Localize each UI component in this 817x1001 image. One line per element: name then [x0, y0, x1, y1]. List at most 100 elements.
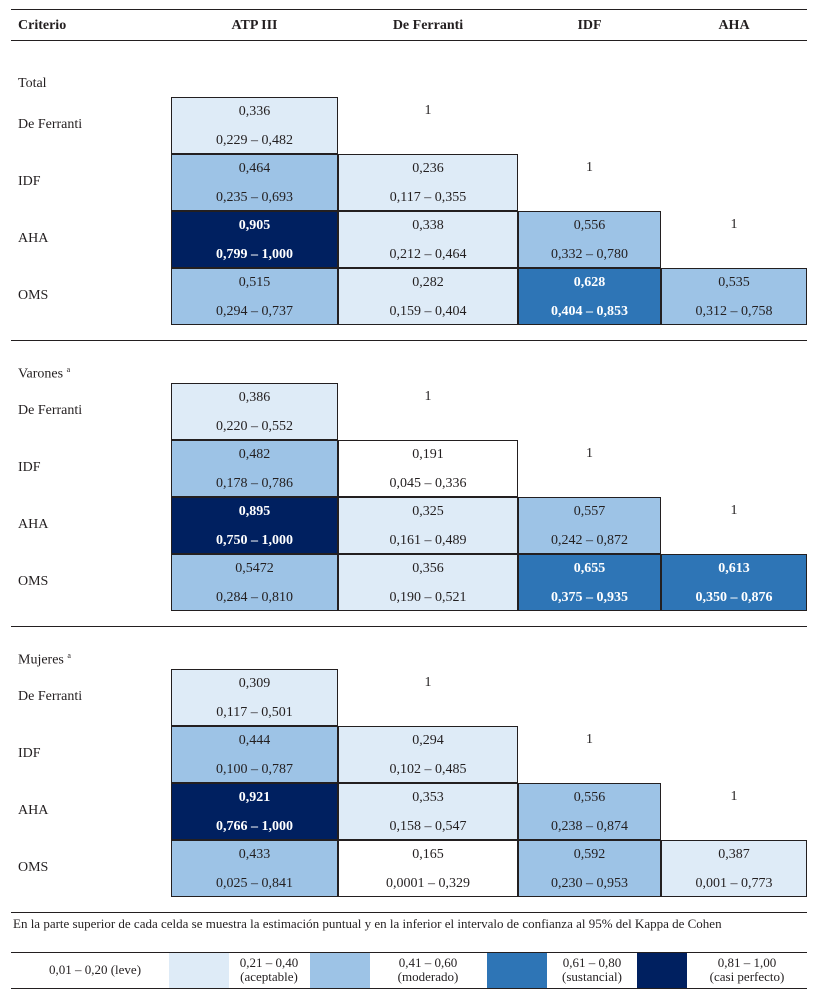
kappa-ci: 0,159 – 0,404: [389, 304, 467, 319]
row-label: IDF: [18, 174, 41, 189]
kappa-ci: 0,220 – 0,552: [216, 419, 293, 434]
diagonal-value: 1: [586, 446, 593, 461]
header-col-atp3: ATP III: [231, 18, 278, 33]
kappa-ci: 0,045 – 0,336: [389, 476, 467, 491]
row-label: AHA: [18, 231, 49, 246]
kappa-ci: 0,102 – 0,485: [389, 762, 467, 777]
header-col-aha: AHA: [718, 18, 750, 33]
footnote-marker: a: [66, 365, 71, 374]
kappa-ci: 0,158 – 0,547: [389, 819, 467, 834]
kappa-estimate: 0,905: [238, 218, 271, 233]
section-rule: [11, 912, 807, 913]
kappa-cell: 0,482 0,178 – 0,786: [171, 440, 338, 497]
diagonal-value: 1: [730, 217, 738, 232]
diagonal-cell: 1: [661, 497, 807, 554]
kappa-ci: 0,190 – 0,521: [389, 590, 467, 605]
kappa-estimate: 0,356: [412, 561, 444, 576]
header-col-deferranti: De Ferranti: [392, 18, 464, 33]
kappa-cell: 0,464 0,235 – 0,693: [171, 154, 338, 211]
kappa-estimate: 0,921: [238, 790, 271, 805]
legend-bottom-rule: [11, 988, 807, 989]
diagonal-value: 1: [586, 732, 593, 747]
kappa-estimate: 0,535: [718, 275, 750, 290]
kappa-cell: 0,387 0,001 – 0,773: [661, 840, 807, 897]
kappa-estimate: 0,628: [573, 275, 606, 290]
kappa-estimate: 0,444: [238, 733, 271, 748]
top-rule: [11, 9, 807, 10]
kappa-cell: 0,557 0,242 – 0,872: [518, 497, 661, 554]
legend-swatch-leve: [11, 953, 12, 988]
kappa-ci: 0,178 – 0,786: [216, 476, 293, 491]
kappa-ci: 0,230 – 0,953: [551, 876, 628, 891]
kappa-ci: 0,235 – 0,693: [216, 190, 293, 205]
kappa-cell: 0,336 0,229 – 0,482: [171, 97, 338, 154]
kappa-ci: 0,100 – 0,787: [216, 762, 293, 777]
kappa-cell: 0,895 0,750 – 1,000: [171, 497, 338, 554]
kappa-estimate: 0,556: [573, 790, 606, 805]
kappa-ci: 0,332 – 0,780: [551, 247, 628, 262]
kappa-estimate: 0,557: [573, 504, 606, 519]
kappa-ci: 0,404 – 0,853: [551, 304, 628, 319]
kappa-estimate: 0,387: [718, 847, 750, 862]
legend-text-aceptable: 0,21 – 0,40 (aceptable): [239, 955, 299, 984]
kappa-cell: 0,628 0,404 – 0,853: [518, 268, 661, 325]
kappa-cell: 0,165 0,0001 – 0,329: [338, 840, 518, 897]
row-label: AHA: [18, 517, 49, 532]
legend-text-casi-perfecto: 0,81 – 1,00 (casi perfecto): [709, 955, 785, 984]
kappa-cell: 0,5472 0,284 – 0,810: [171, 554, 338, 611]
diagonal-value: 1: [586, 160, 593, 175]
legend-swatch-sustancial: [487, 953, 547, 988]
diagonal-value: 1: [730, 789, 738, 804]
section-rule: [11, 626, 807, 627]
row-label: De Ferranti: [18, 117, 83, 132]
kappa-ci: 0,117 – 0,355: [389, 190, 467, 205]
section-rule: [11, 340, 807, 341]
kappa-estimate: 0,386: [238, 390, 271, 405]
kappa-ci: 0,350 – 0,876: [695, 590, 773, 605]
header-criterio: Criterio: [18, 18, 67, 33]
kappa-ci: 0,284 – 0,810: [216, 590, 293, 605]
kappa-cell: 0,309 0,117 – 0,501: [171, 669, 338, 726]
header-col-idf: IDF: [577, 18, 602, 33]
diagonal-cell: 1: [338, 669, 518, 726]
kappa-estimate: 0,165: [412, 847, 444, 862]
row-label: OMS: [18, 574, 49, 589]
row-label: IDF: [18, 460, 41, 475]
kappa-estimate: 0,655: [573, 561, 606, 576]
kappa-ci: 0,161 – 0,489: [389, 533, 467, 548]
kappa-ci: 0,766 – 1,000: [216, 819, 293, 834]
legend-swatch-casi-perfecto: [637, 953, 687, 988]
kappa-cell: 0,592 0,230 – 0,953: [518, 840, 661, 897]
kappa-ci: 0,212 – 0,464: [389, 247, 467, 262]
kappa-cell: 0,905 0,799 – 1,000: [171, 211, 338, 268]
legend-swatch-moderado: [310, 953, 370, 988]
kappa-estimate: 0,556: [573, 218, 606, 233]
kappa-estimate: 0,336: [238, 104, 271, 119]
kappa-ci: 0,229 – 0,482: [216, 133, 293, 148]
diagonal-value: 1: [730, 503, 738, 518]
kappa-ci: 0,001 – 0,773: [695, 876, 773, 891]
kappa-cell: 0,236 0,117 – 0,355: [338, 154, 518, 211]
kappa-cell: 0,921 0,766 – 1,000: [171, 783, 338, 840]
kappa-estimate: 0,282: [412, 275, 444, 290]
kappa-cell: 0,444 0,100 – 0,787: [171, 726, 338, 783]
diagonal-cell: 1: [661, 211, 807, 268]
kappa-cell: 0,294 0,102 – 0,485: [338, 726, 518, 783]
kappa-ci: 0,242 – 0,872: [551, 533, 628, 548]
kappa-ci: 0,312 – 0,758: [695, 304, 773, 319]
kappa-estimate: 0,515: [238, 275, 271, 290]
kappa-estimate: 0,482: [238, 447, 271, 462]
kappa-estimate: 0,338: [412, 218, 444, 233]
kappa-cell: 0,613 0,350 – 0,876: [661, 554, 807, 611]
kappa-estimate: 0,592: [573, 847, 606, 862]
diagonal-cell: 1: [661, 783, 807, 840]
legend-text-leve: 0,01 – 0,20 (leve): [48, 962, 142, 977]
kappa-estimate: 0,309: [238, 676, 271, 691]
kappa-ci: 0,025 – 0,841: [216, 876, 293, 891]
diagonal-cell: 1: [338, 97, 518, 154]
diagonal-cell: 1: [518, 440, 661, 497]
kappa-cell: 0,433 0,025 – 0,841: [171, 840, 338, 897]
kappa-cell: 0,282 0,159 – 0,404: [338, 268, 518, 325]
row-label: OMS: [18, 860, 49, 875]
kappa-cell: 0,356 0,190 – 0,521: [338, 554, 518, 611]
